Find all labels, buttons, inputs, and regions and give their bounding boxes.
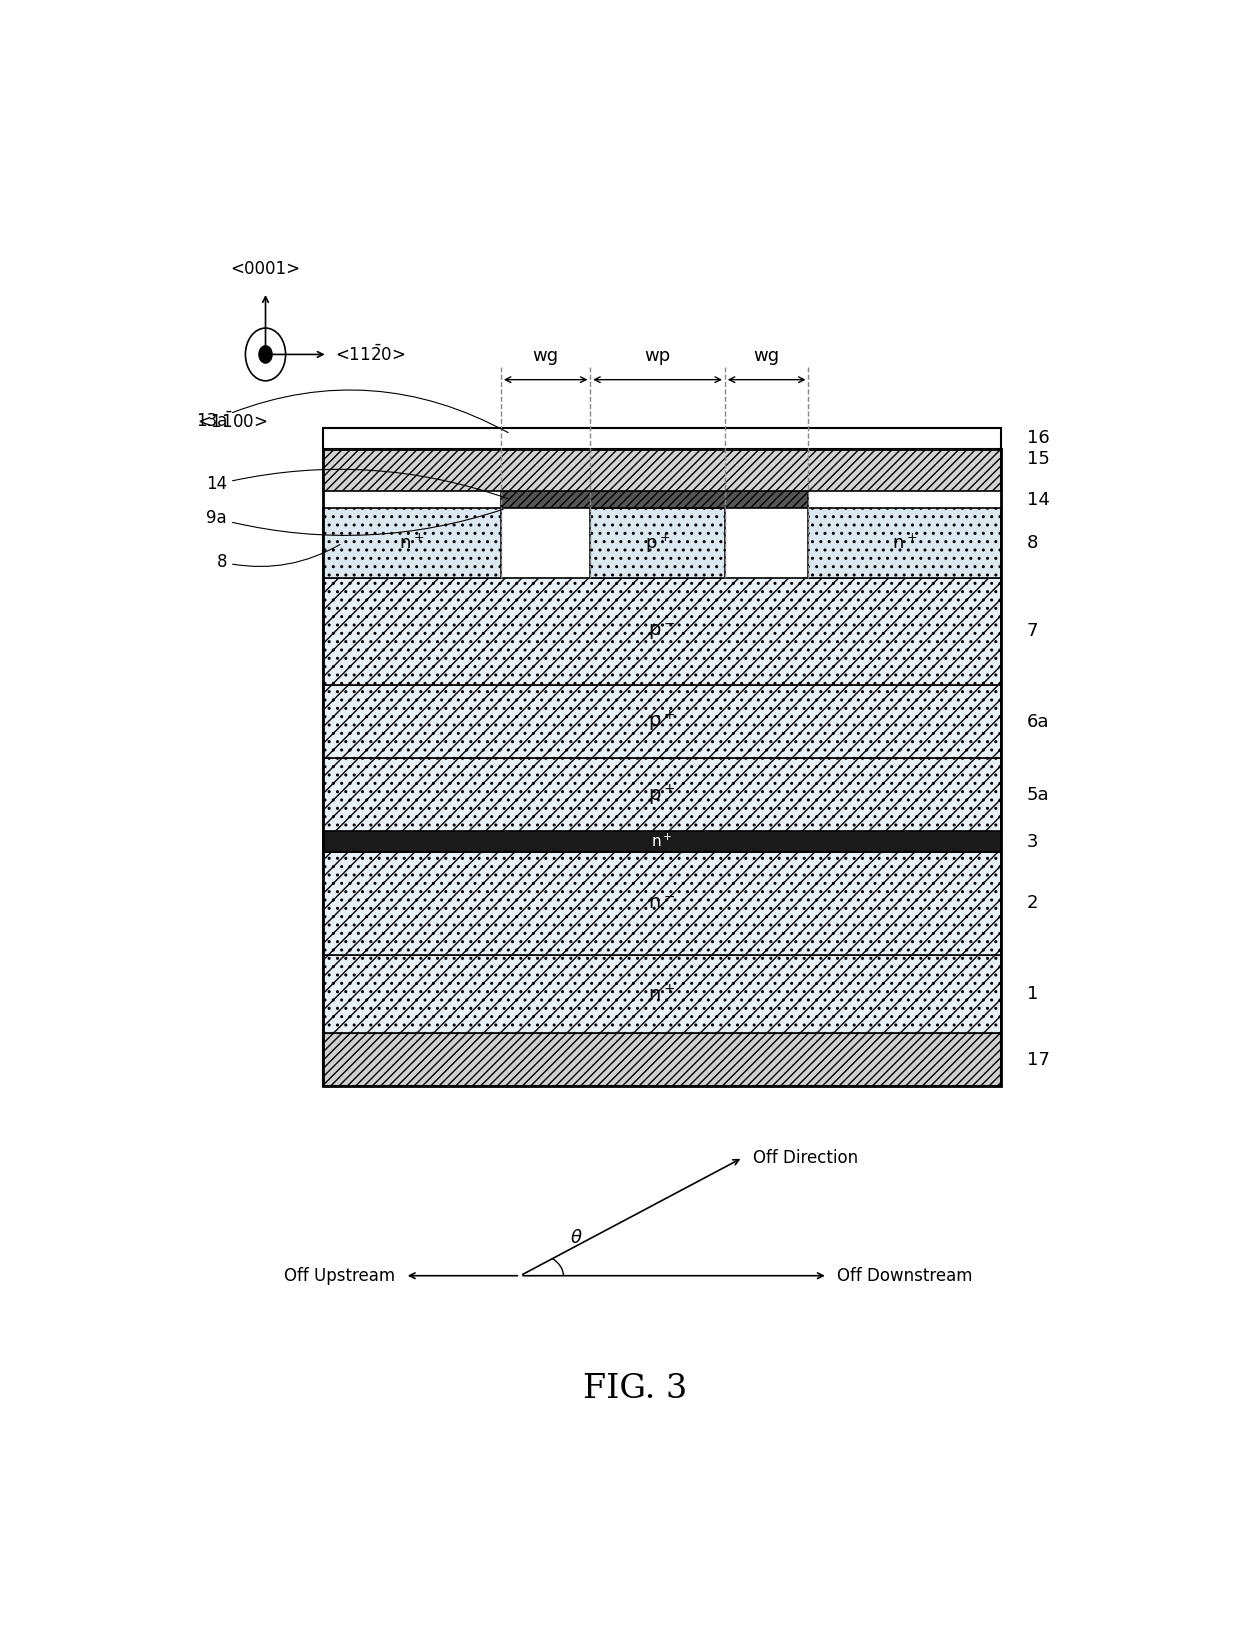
Bar <box>501 490 808 508</box>
Text: $\theta$: $\theta$ <box>570 1229 583 1247</box>
Text: wg: wg <box>533 346 559 364</box>
Circle shape <box>259 346 272 364</box>
Text: n$^+$: n$^+$ <box>651 833 673 851</box>
Text: n$^+$: n$^+$ <box>399 533 425 552</box>
Text: wp: wp <box>645 346 671 364</box>
Text: 9a: 9a <box>206 510 503 536</box>
Text: Off Downstream: Off Downstream <box>837 1267 973 1285</box>
Text: n$^-$: n$^-$ <box>649 893 676 913</box>
Bar <box>324 685 1001 759</box>
Bar <box>324 759 1001 831</box>
Text: p$^+$: p$^+$ <box>649 782 676 808</box>
Bar <box>324 1034 1001 1087</box>
Text: 14: 14 <box>1027 490 1049 508</box>
Bar <box>590 508 725 579</box>
Text: 3: 3 <box>1027 833 1038 851</box>
Bar <box>324 579 1001 685</box>
Bar <box>324 831 1001 852</box>
Text: 7: 7 <box>1027 623 1038 641</box>
Text: n$^+$: n$^+$ <box>649 983 676 1005</box>
Bar <box>324 449 1001 1087</box>
Text: Off Upstream: Off Upstream <box>284 1267 396 1285</box>
Bar <box>324 428 1001 449</box>
Text: p$^+$: p$^+$ <box>649 710 676 734</box>
Text: <11$\bar{2}$0>: <11$\bar{2}$0> <box>335 344 405 364</box>
Bar <box>324 852 1001 956</box>
Text: 6a: 6a <box>1027 713 1049 731</box>
Text: Off Direction: Off Direction <box>753 1149 858 1167</box>
Bar <box>808 508 1001 579</box>
Text: wg: wg <box>754 346 780 364</box>
Text: 8: 8 <box>217 544 340 570</box>
Bar <box>324 428 1001 490</box>
Text: 13a: 13a <box>196 390 508 433</box>
Text: p$^+$: p$^+$ <box>645 531 671 554</box>
Bar <box>324 508 501 579</box>
Bar <box>324 956 1001 1034</box>
Text: 2: 2 <box>1027 895 1038 913</box>
Text: n$^+$: n$^+$ <box>892 533 918 552</box>
Text: 15: 15 <box>1027 451 1049 469</box>
Text: <0001>: <0001> <box>231 259 300 277</box>
Text: FIG. 3: FIG. 3 <box>583 1373 688 1405</box>
Text: 17: 17 <box>1027 1051 1049 1069</box>
Text: 16: 16 <box>1027 429 1049 447</box>
Text: 5a: 5a <box>1027 785 1049 803</box>
Text: 1: 1 <box>1027 985 1038 1003</box>
Text: p$^-$: p$^-$ <box>649 621 676 642</box>
Text: 14: 14 <box>206 469 508 498</box>
Text: <1$\bar{1}$00>: <1$\bar{1}$00> <box>197 411 268 433</box>
Text: 8: 8 <box>1027 534 1038 552</box>
